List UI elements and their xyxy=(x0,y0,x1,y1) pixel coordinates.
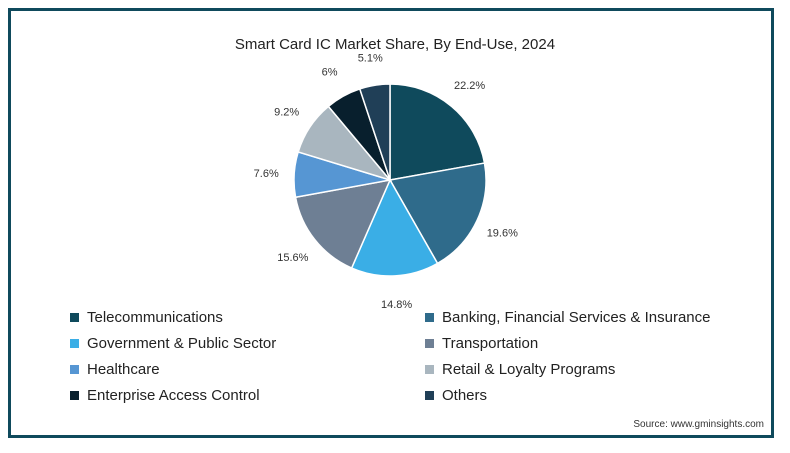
slice-percent-label: 7.6% xyxy=(254,168,279,180)
legend-label: Retail & Loyalty Programs xyxy=(442,361,616,378)
slice-percent-label: 14.8% xyxy=(381,299,412,311)
slice-percent-label: 19.6% xyxy=(487,228,518,240)
slice-percent-label: 6% xyxy=(322,67,338,79)
legend-item: Healthcare xyxy=(70,361,160,378)
legend-label: Transportation xyxy=(442,335,539,352)
pie-slice-telecommunications xyxy=(389,83,486,181)
legend-label: Enterprise Access Control xyxy=(87,387,260,404)
legend-swatch xyxy=(70,313,79,322)
pie-slice-others xyxy=(358,83,391,181)
pie-slice-banking-financial-services-insurance xyxy=(388,162,487,265)
legend-item: Others xyxy=(425,387,487,404)
legend-item: Retail & Loyalty Programs xyxy=(425,361,615,378)
chart-title: Smart Card IC Market Share, By End-Use, … xyxy=(234,36,556,53)
pie-slice-transportation xyxy=(294,179,392,269)
legend-swatch xyxy=(70,365,79,374)
slice-percent-label: 9.2% xyxy=(274,106,299,118)
legend-label: Government & Public Sector xyxy=(87,335,277,352)
slice-percent-label: 22.2% xyxy=(454,80,485,92)
legend-swatch xyxy=(70,391,79,400)
legend-swatch xyxy=(425,339,434,348)
legend-label: Telecommunications xyxy=(87,309,223,326)
legend-swatch xyxy=(425,391,434,400)
source-note: Source: www.gminsights.com xyxy=(633,419,764,430)
slice-percent-label: 5.1% xyxy=(358,53,383,65)
legend-label: Healthcare xyxy=(87,361,160,378)
legend-swatch xyxy=(425,313,434,322)
legend-label: Banking, Financial Services & Insurance xyxy=(442,309,711,326)
legend-label: Others xyxy=(442,387,488,404)
legend-item: Banking, Financial Services & Insurance xyxy=(425,309,710,326)
legend-swatch xyxy=(70,339,79,348)
pie-slice-government-public-sector xyxy=(350,178,439,277)
slice-percent-label: 15.6% xyxy=(277,252,308,264)
legend-item: Government & Public Sector xyxy=(70,335,276,352)
legend-swatch xyxy=(425,365,434,374)
legend-item: Telecommunications xyxy=(70,309,223,326)
legend-item: Transportation xyxy=(425,335,538,352)
legend-item: Enterprise Access Control xyxy=(70,387,260,404)
